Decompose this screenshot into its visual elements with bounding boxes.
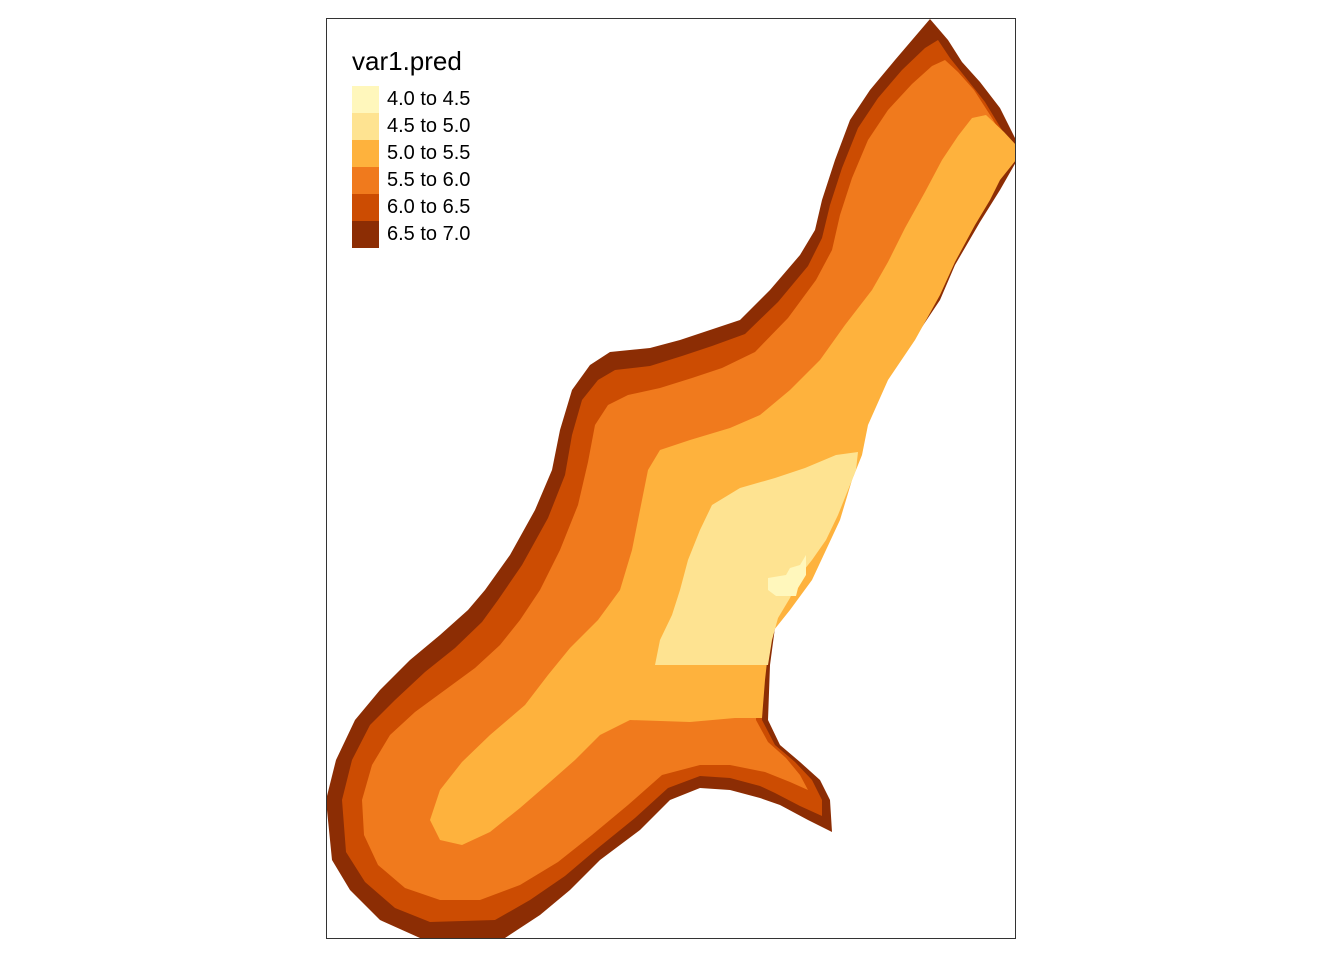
legend-title: var1.pred bbox=[352, 46, 462, 76]
class-band-5.0-5.5 bbox=[430, 115, 1015, 845]
legend-label: 5.0 to 5.5 bbox=[387, 142, 471, 164]
legend-item: 4.5 to 5.0 bbox=[352, 113, 470, 140]
legend-swatch bbox=[352, 221, 379, 248]
legend-item: 6.0 to 6.5 bbox=[352, 194, 470, 221]
legend-label: 4.0 to 4.5 bbox=[387, 88, 471, 110]
legend-label: 6.5 to 7.0 bbox=[387, 223, 471, 245]
legend-swatch bbox=[352, 113, 379, 140]
legend-label: 4.5 to 5.0 bbox=[387, 115, 471, 137]
legend-label: 5.5 to 6.0 bbox=[387, 169, 471, 191]
legend-item: 5.0 to 5.5 bbox=[352, 140, 470, 167]
legend-item: 6.5 to 7.0 bbox=[352, 221, 470, 248]
class-band-4.5-5.0 bbox=[655, 452, 858, 665]
legend-swatch bbox=[352, 86, 379, 113]
legend-swatch bbox=[352, 167, 379, 194]
class-band-4.0-4.5 bbox=[768, 555, 806, 596]
legend-swatch bbox=[352, 140, 379, 167]
legend-item: 5.5 to 6.0 bbox=[352, 167, 470, 194]
legend-swatch bbox=[352, 194, 379, 221]
legend-item: 4.0 to 4.5 bbox=[352, 86, 470, 113]
map-legend: var1.pred 4.0 to 4.5 4.5 to 5.0 5.0 to 5… bbox=[352, 46, 470, 248]
legend-label: 6.0 to 6.5 bbox=[387, 196, 471, 218]
